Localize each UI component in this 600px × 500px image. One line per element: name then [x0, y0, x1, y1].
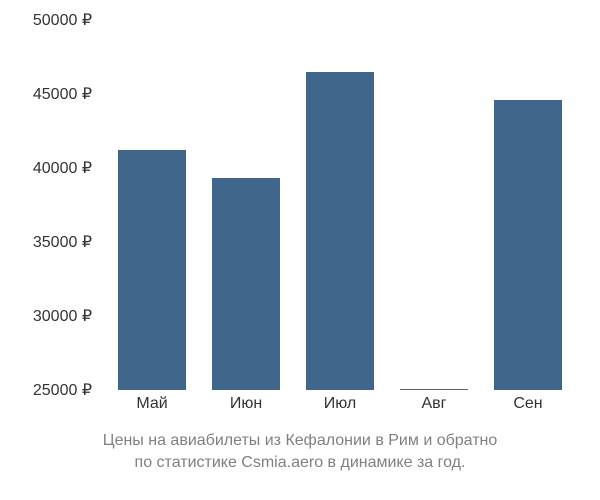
x-tick-label: Июн	[199, 395, 293, 413]
bar-wrapper	[199, 178, 293, 390]
caption-line-2: по статистике Csmia.aero в динамике за г…	[135, 454, 466, 471]
y-tick-label: 30000 ₽	[33, 306, 92, 326]
y-axis: 25000 ₽30000 ₽35000 ₽40000 ₽45000 ₽50000…	[0, 20, 100, 390]
bar	[118, 150, 186, 390]
y-tick-label: 35000 ₽	[33, 232, 92, 252]
plot-area	[105, 20, 575, 390]
x-tick-label: Сен	[481, 395, 575, 413]
y-tick-label: 25000 ₽	[33, 380, 92, 400]
caption-line-1: Цены на авиабилеты из Кефалонии в Рим и …	[103, 432, 498, 449]
x-axis: МайИюнИюлАвгСен	[105, 395, 575, 413]
y-tick-label: 50000 ₽	[33, 10, 92, 30]
bar	[306, 72, 374, 390]
x-tick-label: Май	[105, 395, 199, 413]
y-tick-label: 45000 ₽	[33, 84, 92, 104]
bars-group	[105, 20, 575, 390]
bar-wrapper	[293, 72, 387, 390]
bar	[212, 178, 280, 390]
bar-wrapper	[387, 389, 481, 390]
x-tick-label: Июл	[293, 395, 387, 413]
y-tick-label: 40000 ₽	[33, 158, 92, 178]
price-chart: 25000 ₽ 30000 ₽ 35000 ₽ 40000 ₽ 45000 ₽ 50000…	[0, 0, 600, 500]
x-tick-label: Авг	[387, 395, 481, 413]
bar-wrapper	[481, 100, 575, 390]
bar-wrapper	[105, 150, 199, 390]
bar	[400, 389, 468, 390]
chart-caption: Цены на авиабилеты из Кефалонии в Рим и …	[0, 430, 600, 475]
bar	[494, 100, 562, 390]
